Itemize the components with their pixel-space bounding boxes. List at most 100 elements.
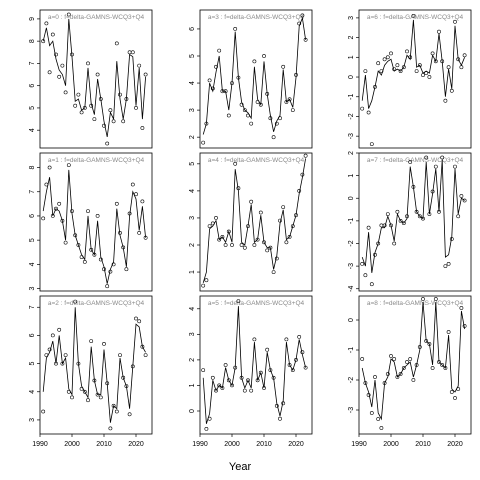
data-point xyxy=(79,110,84,115)
data-point xyxy=(118,92,122,97)
y-tick-label: 3 xyxy=(348,16,355,20)
data-point xyxy=(281,205,286,210)
data-point xyxy=(98,395,103,400)
panel-2: -3 -2 -1 0 1 2 3 a=6 : f=delta-GAMNS-WCQ3+Q4 xyxy=(348,9,472,149)
x-tick-label: 2020 xyxy=(128,441,144,448)
data-point xyxy=(411,184,416,189)
data-point xyxy=(300,13,305,18)
data-point xyxy=(70,395,74,400)
x-tick-label: 2000 xyxy=(383,441,399,448)
data-point xyxy=(233,26,238,31)
data-point xyxy=(379,223,384,228)
data-point xyxy=(252,243,257,247)
y-tick-label: -1 xyxy=(348,347,355,353)
data-point xyxy=(217,383,222,388)
x-tick-label: 2010 xyxy=(415,441,431,448)
data-point xyxy=(294,357,298,362)
data-point xyxy=(408,55,413,60)
data-point xyxy=(369,282,374,287)
data-point xyxy=(230,243,234,247)
data-point xyxy=(360,357,365,361)
data-point xyxy=(376,241,381,246)
data-point xyxy=(95,213,100,218)
x-tick-label: 2010 xyxy=(256,441,272,448)
panel-title: a=1 : f=delta-GAMNS-WCQ3+Q4 xyxy=(48,157,145,164)
data-point xyxy=(76,361,81,366)
data-point xyxy=(294,73,298,77)
data-point xyxy=(127,50,132,55)
fitted-line xyxy=(361,19,465,109)
data-point xyxy=(281,401,286,406)
data-point xyxy=(274,121,279,126)
data-point xyxy=(246,224,250,229)
data-point xyxy=(105,381,110,386)
data-point xyxy=(414,209,419,214)
data-point xyxy=(134,192,138,197)
data-point xyxy=(395,209,400,214)
data-point xyxy=(290,368,295,373)
y-tick-label: 4 xyxy=(189,307,196,311)
data-point xyxy=(421,297,425,301)
panel-frame xyxy=(199,9,313,149)
data-point xyxy=(63,90,68,95)
data-point xyxy=(217,48,222,53)
data-point xyxy=(73,233,78,238)
data-point xyxy=(456,214,461,219)
data-point xyxy=(373,252,377,257)
data-point xyxy=(114,41,119,46)
data-point xyxy=(303,365,308,370)
data-point xyxy=(443,366,448,370)
panel-title: a=4 : f=delta-GAMNS-WCQ3+Q4 xyxy=(208,157,305,164)
data-point xyxy=(236,75,241,80)
data-point xyxy=(437,209,441,214)
data-point xyxy=(274,256,279,261)
data-point xyxy=(408,160,413,164)
data-point xyxy=(290,224,295,229)
y-tick-label: -2 xyxy=(348,113,355,119)
data-point xyxy=(456,57,461,62)
data-point xyxy=(134,316,138,321)
data-point xyxy=(63,353,68,358)
data-point xyxy=(278,416,282,421)
data-point xyxy=(92,378,97,383)
fitted-line xyxy=(42,307,146,423)
data-point xyxy=(366,110,371,115)
data-point xyxy=(440,155,445,160)
data-point xyxy=(108,269,113,274)
fitted-line xyxy=(202,158,306,284)
panel-frame xyxy=(39,9,153,149)
data-point xyxy=(73,299,78,304)
data-point xyxy=(262,240,266,245)
data-point xyxy=(456,387,461,391)
data-point xyxy=(130,50,135,55)
data-point xyxy=(204,121,209,126)
data-point xyxy=(443,264,448,269)
panel-title: a=5 : f=delta-GAMNS-WCQ3+Q4 xyxy=(208,300,305,307)
fitted-line xyxy=(202,16,306,135)
data-point xyxy=(255,100,260,104)
panel-title: a=3 : f=delta-GAMNS-WCQ3+Q4 xyxy=(208,14,305,21)
y-tick-label: 1 xyxy=(348,55,355,59)
data-point xyxy=(249,388,254,393)
data-point xyxy=(66,12,71,17)
data-point xyxy=(137,230,142,235)
data-point xyxy=(242,388,247,393)
data-point xyxy=(57,74,62,79)
data-point xyxy=(214,388,218,393)
data-point xyxy=(417,214,422,219)
data-point xyxy=(369,142,374,147)
fitted-line xyxy=(361,301,465,421)
x-tick-label: 1990 xyxy=(32,441,48,448)
panel-title: a=2 : f=delta-GAMNS-WCQ3+Q4 xyxy=(48,300,145,307)
data-point xyxy=(300,172,305,177)
data-point xyxy=(50,213,55,218)
data-point xyxy=(401,221,406,226)
y-tick-label: 3 xyxy=(29,287,36,291)
data-point xyxy=(268,245,273,250)
data-point xyxy=(449,390,454,394)
y-tick-label: 7 xyxy=(29,61,36,65)
data-point xyxy=(389,223,393,228)
data-point xyxy=(143,235,148,240)
data-point xyxy=(143,353,148,358)
y-tick-label: 2 xyxy=(348,151,355,155)
